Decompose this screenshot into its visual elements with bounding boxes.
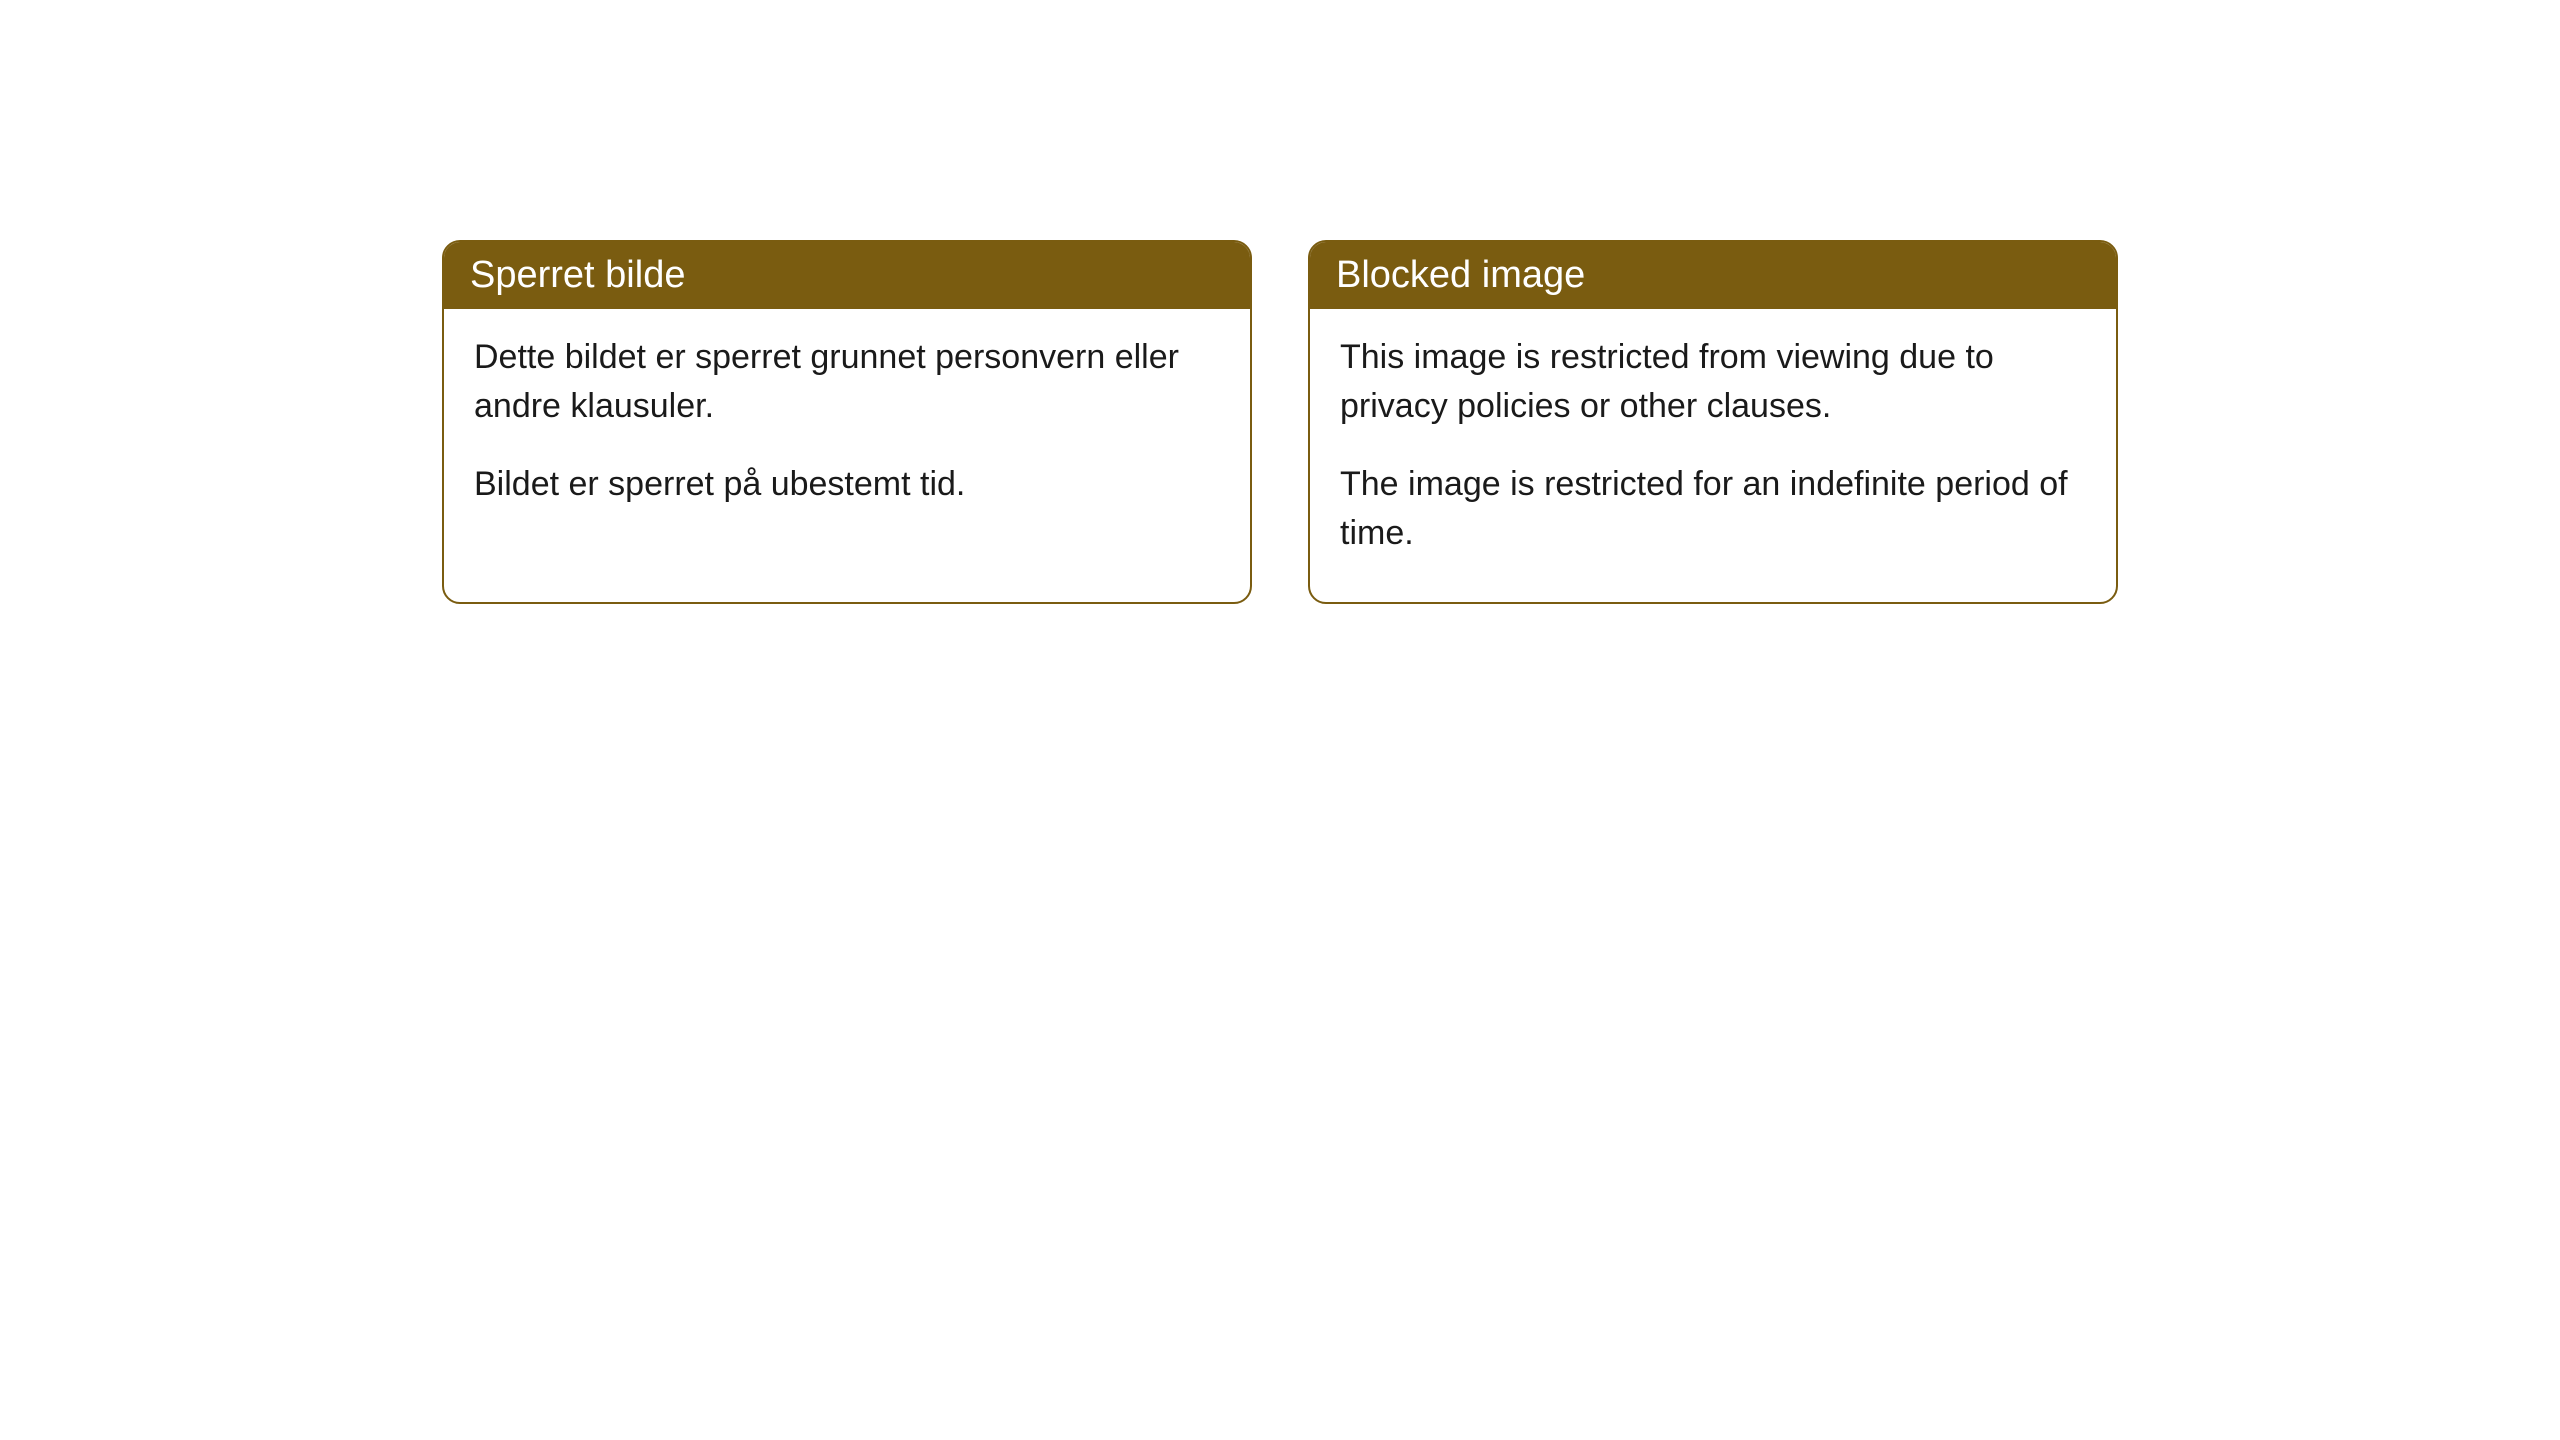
card-header: Blocked image (1310, 242, 2116, 309)
notice-card-norwegian: Sperret bilde Dette bildet er sperret gr… (442, 240, 1252, 604)
card-paragraph: Dette bildet er sperret grunnet personve… (474, 333, 1220, 432)
card-header: Sperret bilde (444, 242, 1250, 309)
card-paragraph: This image is restricted from viewing du… (1340, 333, 2086, 432)
card-paragraph: The image is restricted for an indefinit… (1340, 460, 2086, 559)
notice-card-english: Blocked image This image is restricted f… (1308, 240, 2118, 604)
card-body: Dette bildet er sperret grunnet personve… (444, 309, 1250, 553)
notice-cards-container: Sperret bilde Dette bildet er sperret gr… (442, 240, 2118, 604)
card-title: Sperret bilde (470, 254, 685, 296)
card-body: This image is restricted from viewing du… (1310, 309, 2116, 602)
card-paragraph: Bildet er sperret på ubestemt tid. (474, 460, 1220, 509)
card-title: Blocked image (1336, 254, 1585, 296)
